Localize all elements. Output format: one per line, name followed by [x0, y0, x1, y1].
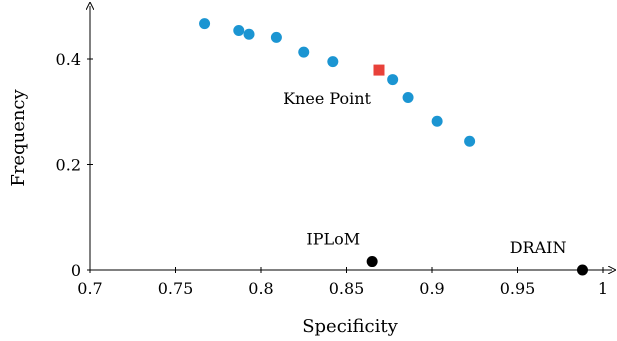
x-tick-label: 0.85: [329, 279, 365, 298]
data-point: [387, 74, 399, 86]
data-point: [270, 31, 282, 43]
y-tick-label: 0: [71, 261, 81, 280]
data-point: [464, 135, 476, 147]
data-point: [243, 28, 255, 40]
axes: [90, 6, 612, 270]
data-point: [233, 25, 245, 37]
x-tick-label: 0.95: [500, 279, 536, 298]
iplom-label: IPLoM: [306, 230, 360, 249]
data-point: [366, 256, 378, 268]
drain-label: DRAIN: [510, 238, 567, 257]
data-point: [199, 18, 211, 30]
data-point: [576, 264, 588, 276]
x-tick-label: 0.75: [158, 279, 194, 298]
data-point: [402, 92, 414, 104]
knee-point-label: Knee Point: [283, 89, 371, 108]
x-tick-label: 0.7: [77, 279, 102, 298]
data-point: [298, 46, 310, 58]
y-axis-title: Frequency: [8, 88, 29, 186]
y-ticks: 0 0.2 0.4: [56, 50, 93, 280]
y-tick-label: 0.4: [56, 50, 81, 69]
data-points: [199, 18, 588, 276]
x-axis-title: Specificity: [302, 316, 398, 337]
knee-point-marker: [373, 64, 385, 76]
x-tick-label: 0.9: [419, 279, 444, 298]
annotations: Knee Point IPLoM DRAIN: [283, 89, 566, 257]
x-tick-label: 1: [598, 279, 608, 298]
x-ticks: 0.7 0.75 0.8 0.85 0.9 0.95 1: [77, 267, 608, 298]
y-tick-label: 0.2: [56, 156, 81, 175]
data-point: [327, 56, 339, 68]
data-point: [431, 115, 443, 127]
x-tick-label: 0.8: [248, 279, 273, 298]
